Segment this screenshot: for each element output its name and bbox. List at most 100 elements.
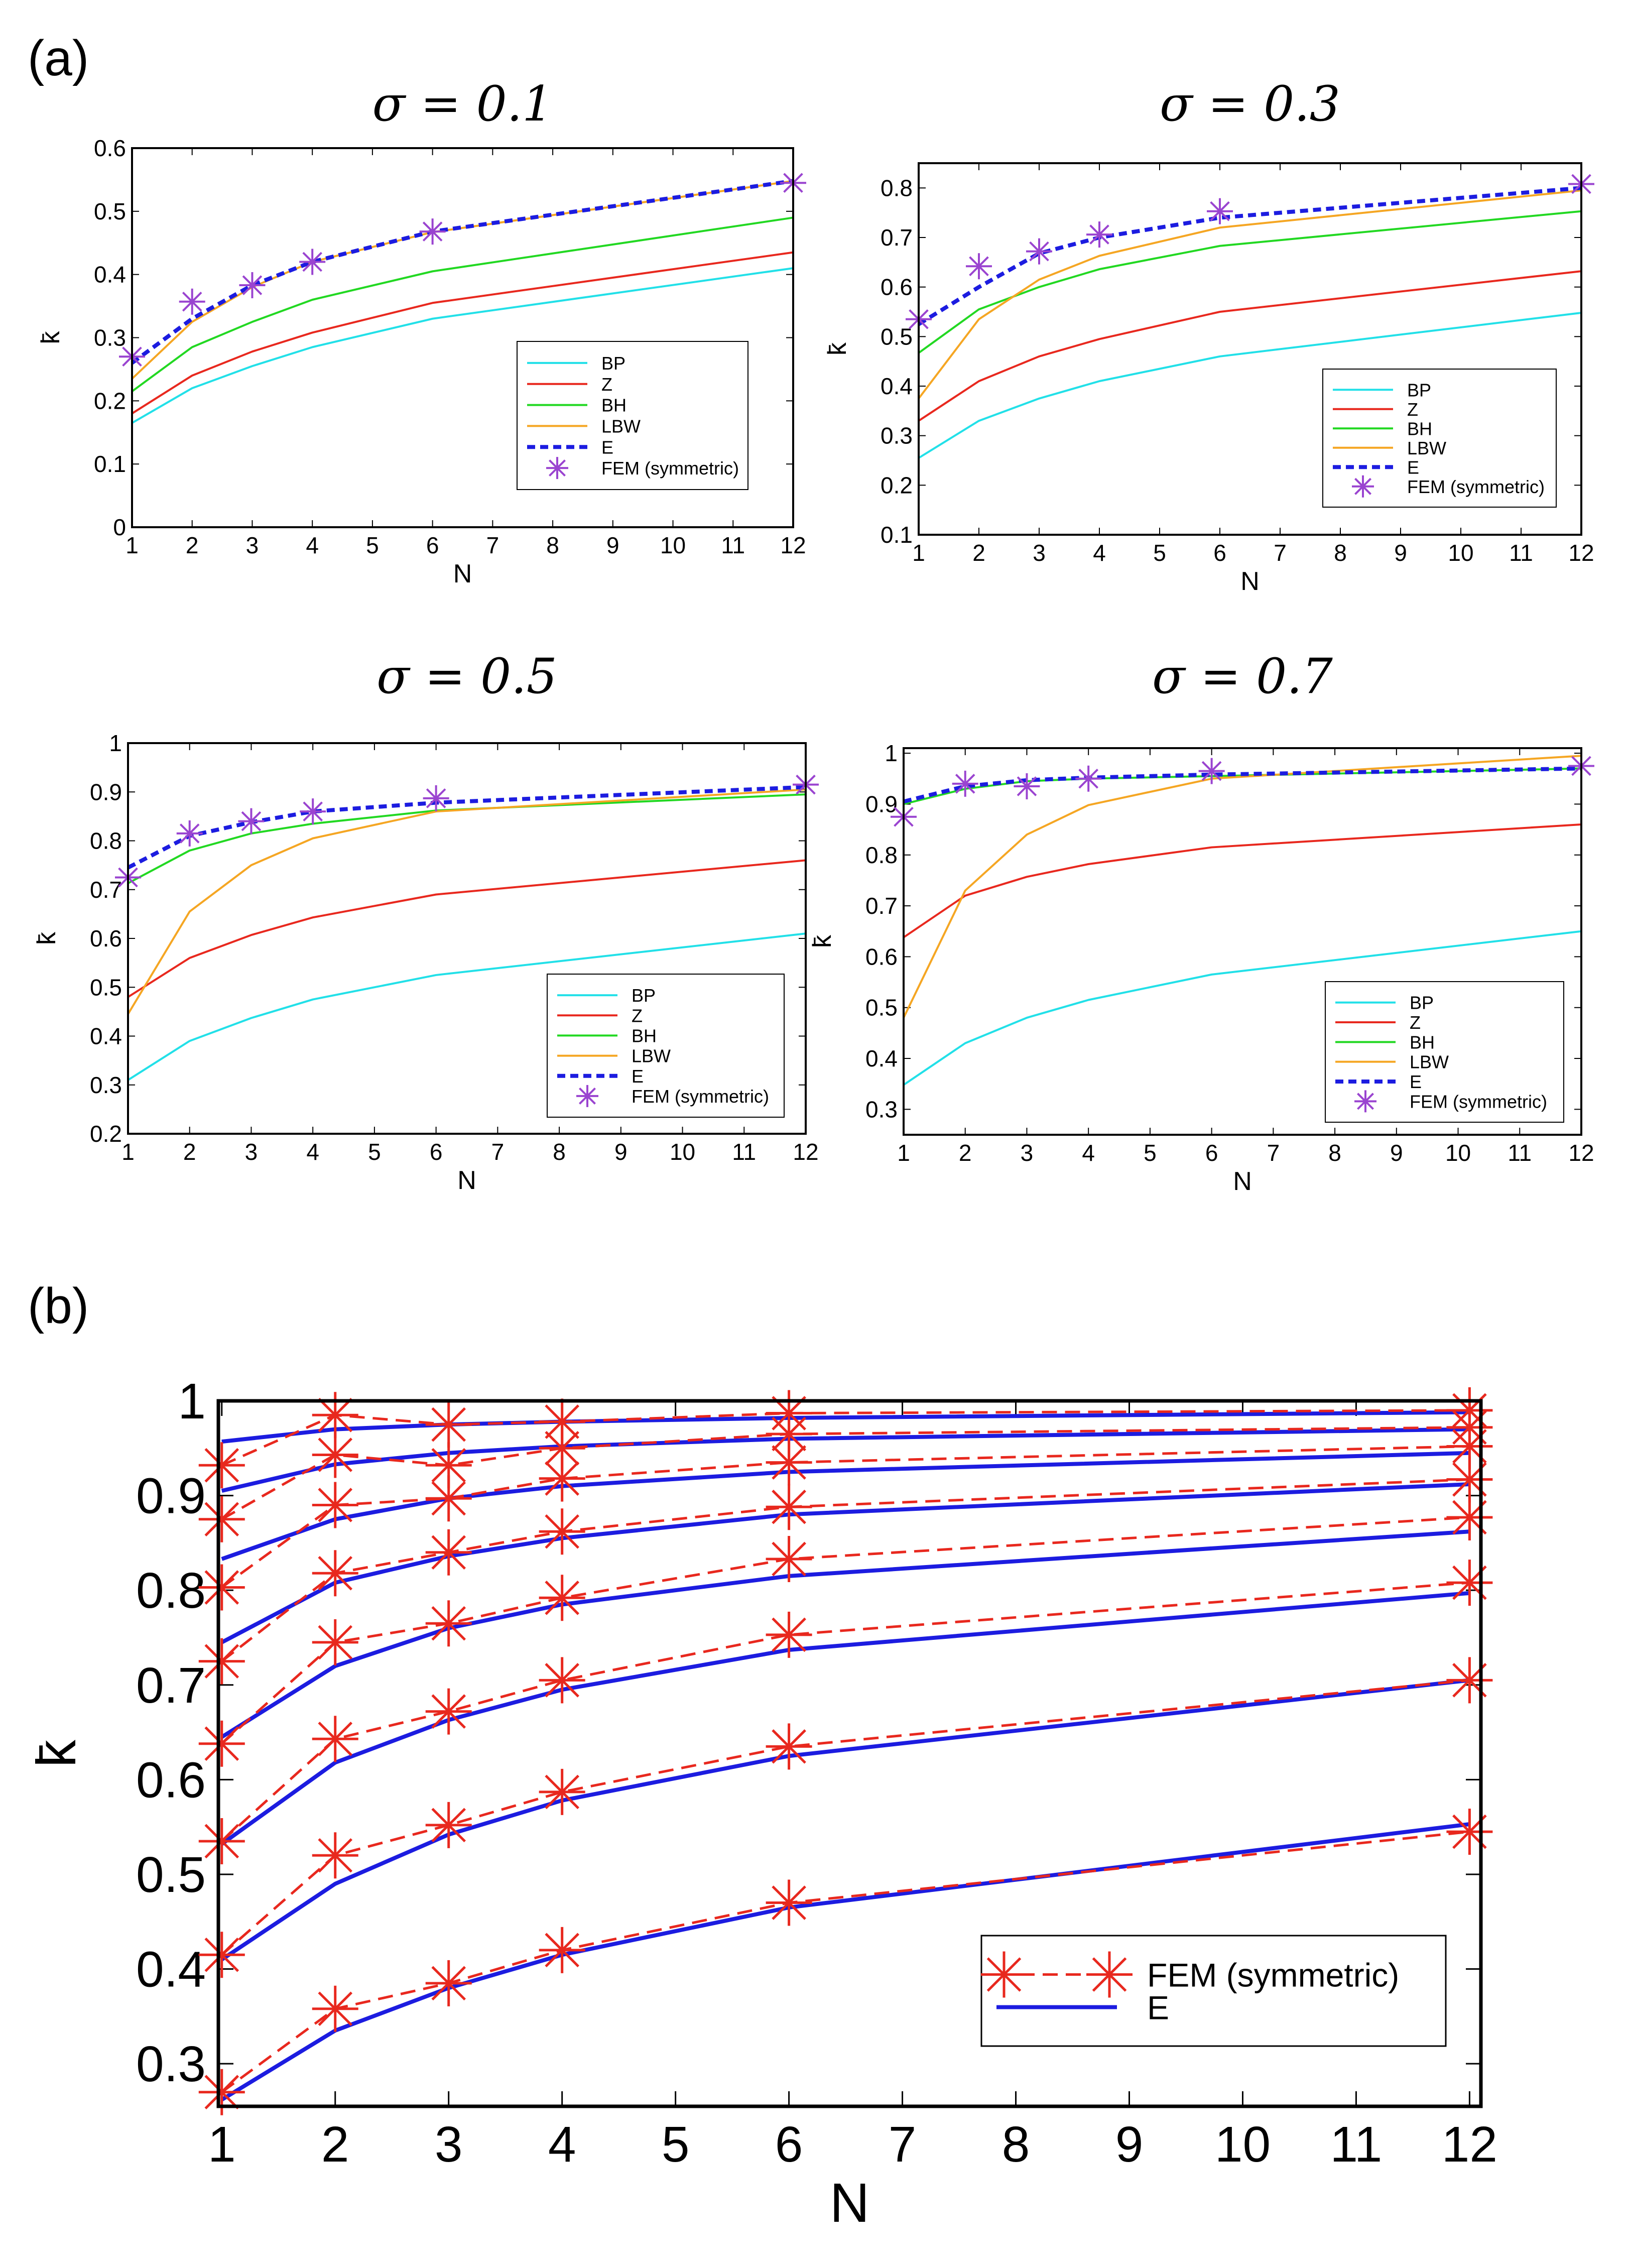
data-point-fem-symmetric <box>952 770 978 797</box>
y-tick-label: 0.5 <box>90 974 122 1000</box>
x-tick-label: 3 <box>1033 540 1046 566</box>
legend-label: FEM (symmetric) <box>1147 1957 1399 1994</box>
legend-item: FEM (symmetric) <box>1352 475 1545 498</box>
x-tick-label: 4 <box>1082 1140 1095 1166</box>
data-point-fem-symmetric <box>312 1619 358 1665</box>
data-point-fem-symmetric <box>198 1638 245 1685</box>
data-point-fem-symmetric <box>539 1398 585 1445</box>
x-tick-label: 5 <box>366 532 379 558</box>
y-tick-label: 0.3 <box>94 325 126 351</box>
y-tick-label: 0.5 <box>136 1847 206 1903</box>
x-tick-label: 3 <box>245 1139 258 1165</box>
series-line-e <box>131 179 794 365</box>
data-point-fem-symmetric <box>766 1611 812 1658</box>
y-tick-label: 0.3 <box>865 1096 898 1122</box>
legend-item: LBW <box>557 1046 671 1066</box>
data-point-fem-symmetric <box>1207 198 1233 224</box>
y-tick-label: 0.2 <box>881 472 913 498</box>
data-point-fem-symmetric <box>1014 773 1040 799</box>
legend-label: E <box>1407 457 1419 478</box>
x-tick-label: 3 <box>1021 1140 1034 1166</box>
x-tick-label: 5 <box>1144 1140 1157 1166</box>
legend-label: FEM (symmetric) <box>632 1086 769 1107</box>
data-point-fem-symmetric <box>198 1818 245 1864</box>
chart-4: σ = 0.71 2 3 4 5 6 7 8 9 10 11 120.30.40.50.60.70.8… <box>808 648 1594 1196</box>
x-tick-label: 10 <box>660 532 686 558</box>
y-tick-label: 0.2 <box>90 1121 122 1147</box>
data-point-fem-symmetric <box>539 1575 585 1621</box>
series-line-e <box>221 1410 1470 1444</box>
x-tick-label: 2 <box>972 540 985 566</box>
x-tick-label: 4 <box>306 532 319 558</box>
series-line-e <box>903 766 1582 804</box>
y-tick-label: 0.8 <box>881 175 913 201</box>
series-line-z <box>131 251 794 415</box>
y-tick-label: 0.9 <box>90 779 122 805</box>
panel-label-b: (b) <box>28 1278 89 1334</box>
data-point-fem-symmetric <box>1446 1560 1493 1606</box>
data-point-fem-symmetric <box>539 1768 585 1815</box>
y-tick-label: 0.6 <box>94 135 126 161</box>
y-tick-label: 0.8 <box>865 842 898 868</box>
series-line-e <box>220 1482 1470 1644</box>
data-point-fem-symmetric <box>766 1484 812 1530</box>
data-point-fem-symmetric <box>539 1657 585 1704</box>
y-tick-label: 0.7 <box>881 224 913 251</box>
legend-label: BP <box>632 985 656 1006</box>
x-tick-label: 6 <box>1205 1140 1218 1166</box>
series-line-z <box>903 823 1582 938</box>
data-point-fem-symmetric <box>423 785 449 811</box>
series-line-bp <box>131 267 794 424</box>
legend-label: Z <box>1407 399 1418 420</box>
data-point-fem-symmetric <box>539 1508 585 1555</box>
data-point-fem-symmetric <box>425 1600 472 1647</box>
series-line-z <box>918 270 1582 422</box>
x-tick-label: 6 <box>430 1139 443 1165</box>
x-tick-label: 6 <box>426 532 439 558</box>
legend-label: LBW <box>1410 1052 1449 1072</box>
data-point-fem-symmetric <box>198 2069 245 2115</box>
x-tick-label: 12 <box>1568 1140 1594 1166</box>
legend-item: LBW <box>1335 1052 1449 1072</box>
legend-item: E <box>996 1989 1169 2026</box>
legend-item: Z <box>527 374 612 395</box>
data-point-fem-symmetric <box>1086 221 1112 248</box>
legend-label: LBW <box>601 416 641 436</box>
series-line-bp <box>903 930 1582 1086</box>
x-tick-label: 10 <box>670 1139 695 1165</box>
legend-item: BH <box>1333 418 1432 439</box>
x-axis-label: N <box>457 1166 476 1195</box>
x-tick-label: 1 <box>208 2116 236 2173</box>
y-tick-label: 0.6 <box>881 274 913 300</box>
plot-frame <box>131 147 794 528</box>
series-line-fem-symmetric <box>221 1478 1470 1662</box>
legend-label: BP <box>1410 993 1434 1013</box>
x-tick-label: 4 <box>306 1139 319 1165</box>
legend-label: FEM (symmetric) <box>1410 1091 1547 1112</box>
x-tick-label: 9 <box>1394 540 1407 566</box>
x-tick-label: 5 <box>368 1139 381 1165</box>
x-tick-label: 2 <box>959 1140 972 1166</box>
y-tick-label: 0.2 <box>94 388 126 414</box>
legend-item: Z <box>1335 1012 1421 1033</box>
data-point-fem-symmetric <box>312 1832 358 1879</box>
legend-item: BH <box>557 1025 657 1046</box>
x-tick-label: 12 <box>780 532 806 558</box>
x-tick-label: 9 <box>606 532 619 558</box>
legend-label: BH <box>1410 1032 1435 1052</box>
data-point-fem-symmetric <box>312 1482 358 1528</box>
legend-label: LBW <box>632 1046 671 1066</box>
legend-label: E <box>1147 1989 1169 2026</box>
y-tick-label: 0.1 <box>94 451 126 477</box>
data-point-fem-symmetric <box>1075 765 1102 792</box>
y-tick-label: 0.6 <box>136 1752 206 1808</box>
y-tick-label: 0.4 <box>136 1942 206 1998</box>
series-line-bh <box>131 216 794 393</box>
x-tick-label: 4 <box>548 2116 576 2173</box>
data-point-fem-symmetric <box>176 820 203 847</box>
legend-item: BH <box>1335 1032 1435 1052</box>
data-point-fem-symmetric <box>238 808 265 834</box>
x-tick-label: 5 <box>662 2116 690 2173</box>
